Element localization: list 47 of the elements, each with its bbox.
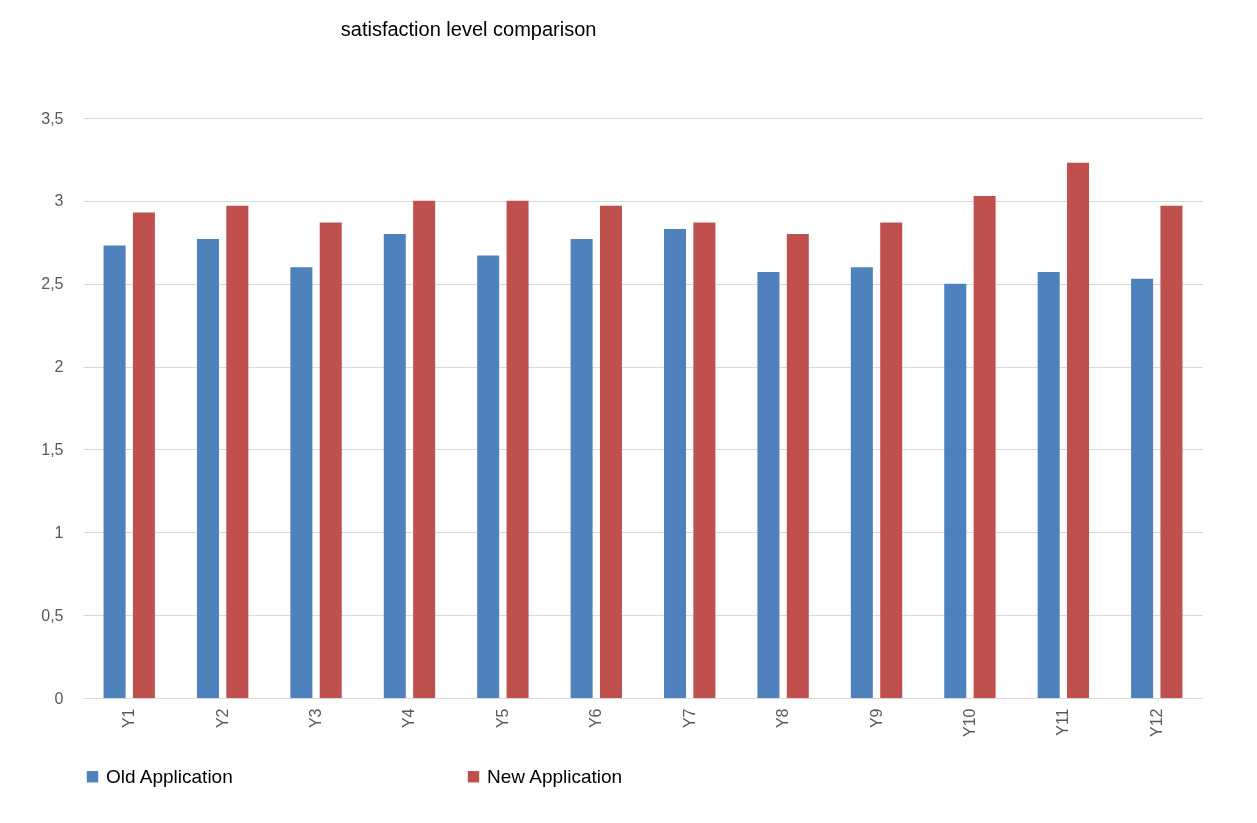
bar xyxy=(1067,162,1090,698)
bar xyxy=(506,200,529,698)
bar xyxy=(132,212,155,698)
x-tick-label: Y4 xyxy=(400,708,418,729)
bar xyxy=(757,272,780,698)
x-tick-label: Y1 xyxy=(120,708,138,729)
x-tick-label: Y12 xyxy=(1147,708,1165,737)
y-tick-label: 3 xyxy=(54,192,64,210)
x-tick-label: Y8 xyxy=(774,708,792,729)
y-tick-label: 1,5 xyxy=(41,440,64,458)
bar xyxy=(973,195,996,698)
y-tick-label: 2,5 xyxy=(41,275,64,293)
bar xyxy=(477,255,500,698)
bar xyxy=(599,205,622,698)
x-tick-label: Y9 xyxy=(867,708,885,729)
y-tick-label: 0 xyxy=(54,689,64,707)
bar xyxy=(1160,205,1183,698)
bar xyxy=(664,229,687,698)
bar xyxy=(413,200,436,698)
x-tick-label: Y10 xyxy=(960,708,978,737)
x-tick-label: Y3 xyxy=(307,708,325,729)
legend-label: Old Application xyxy=(106,765,233,787)
bar xyxy=(226,205,249,698)
bar xyxy=(290,267,313,698)
x-tick-label: Y2 xyxy=(213,708,231,729)
x-tick-label: Y7 xyxy=(680,708,698,729)
legend-label: New Application xyxy=(487,765,623,787)
bar xyxy=(1037,272,1060,698)
bar xyxy=(383,234,406,698)
x-tick-label: Y6 xyxy=(587,708,605,729)
bar xyxy=(693,222,716,698)
bar xyxy=(196,238,219,698)
bar xyxy=(103,245,126,698)
bar xyxy=(850,267,873,698)
bar xyxy=(570,238,593,698)
y-tick-label: 1 xyxy=(54,523,64,541)
y-tick-label: 0,5 xyxy=(41,606,64,624)
x-tick-label: Y5 xyxy=(493,708,511,729)
y-tick-label: 3,5 xyxy=(41,109,64,127)
chart-title: satisfaction level comparison xyxy=(340,18,597,40)
bar xyxy=(880,222,903,698)
bar xyxy=(1131,278,1154,698)
bar xyxy=(944,283,967,698)
y-tick-label: 2 xyxy=(54,358,64,376)
bar xyxy=(786,234,809,698)
bar xyxy=(319,222,342,698)
x-tick-label: Y11 xyxy=(1054,708,1072,736)
